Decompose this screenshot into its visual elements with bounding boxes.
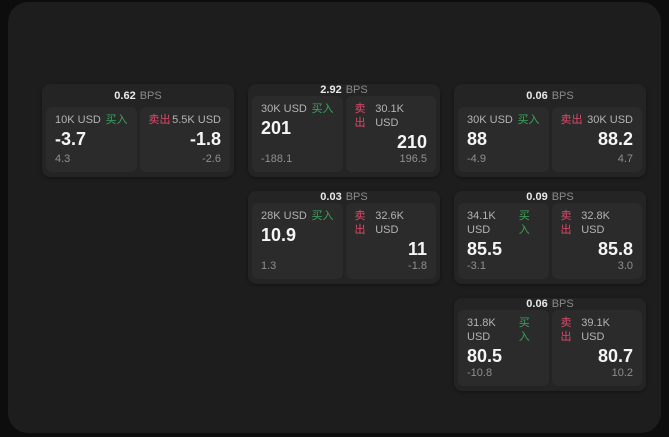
buy-delta: -3.1 — [467, 260, 486, 272]
quote-card: 0.09 BPS 34.1K USD 买入 85.5 -3.1 卖出 32.8K… — [454, 191, 646, 284]
quote-card: 0.06 BPS 30K USD 买入 88 -4.9 卖出 30K USD — [454, 84, 646, 177]
sell-amount: 30.1K USD — [375, 103, 404, 129]
sell-amount: 39.1K USD — [581, 317, 610, 343]
buy-tile[interactable]: 10K USD 买入 -3.7 4.3 — [46, 107, 137, 172]
sell-side-label: 卖出 — [560, 317, 572, 343]
sell-delta: 10.2 — [611, 367, 633, 379]
buy-price: 201 — [261, 118, 292, 138]
sell-tile[interactable]: 卖出 30K USD 88.2 4.7 — [551, 107, 642, 172]
buy-amount: 31.8K USD — [467, 317, 496, 343]
buy-amount: 28K USD — [261, 210, 307, 222]
sell-price: 11 — [407, 239, 427, 259]
sell-tile[interactable]: 卖出 30.1K USD 210 196.5 — [345, 96, 436, 172]
bps-unit-label: BPS — [345, 191, 368, 203]
sell-price: 85.8 — [597, 239, 633, 259]
buy-delta: 4.3 — [55, 153, 71, 165]
bps-value: 0.06 — [526, 298, 548, 310]
bps-header: 0.09 BPS — [458, 191, 642, 203]
buy-amount: 30K USD — [467, 114, 513, 126]
sell-tile[interactable]: 卖出 5.5K USD -1.8 -2.6 — [139, 107, 230, 172]
bps-header: 2.92 BPS — [252, 84, 436, 96]
buy-price: 10.9 — [261, 225, 297, 245]
sell-tile[interactable]: 卖出 32.6K USD 11 -1.8 — [345, 203, 436, 279]
buy-price: 80.5 — [467, 346, 503, 366]
buy-price: 85.5 — [467, 239, 503, 259]
buy-price: -3.7 — [55, 129, 87, 149]
bps-unit-label: BPS — [551, 298, 574, 310]
buy-side-label: 买入 — [518, 210, 530, 236]
buy-side-label: 买入 — [105, 114, 128, 126]
buy-delta: -4.9 — [467, 153, 486, 165]
bps-unit-label: BPS — [139, 89, 162, 102]
bps-unit-label: BPS — [551, 191, 574, 203]
bps-header: 0.62 BPS — [46, 84, 230, 107]
buy-tile[interactable]: 34.1K USD 买入 85.5 -3.1 — [458, 203, 549, 279]
sell-side-label: 卖出 — [560, 114, 583, 126]
quote-card: 2.92 BPS 30K USD 买入 201 -188.1 卖出 30.1K … — [248, 84, 440, 177]
sell-amount: 5.5K USD — [172, 114, 221, 126]
sell-side-label: 卖出 — [354, 103, 366, 129]
sell-price: -1.8 — [189, 129, 221, 149]
bps-unit-label: BPS — [345, 84, 368, 96]
buy-tile[interactable]: 31.8K USD 买入 80.5 -10.8 — [458, 310, 549, 386]
buy-delta: -188.1 — [261, 153, 293, 165]
sell-delta: -2.6 — [202, 153, 221, 165]
buy-side-label: 买入 — [517, 114, 540, 126]
trading-panel: 0.62 BPS 10K USD 买入 -3.7 4.3 卖出 5.5K USD — [8, 2, 661, 433]
sell-price: 210 — [396, 132, 427, 152]
sell-delta: 4.7 — [617, 153, 633, 165]
bps-unit-label: BPS — [551, 89, 574, 102]
buy-side-label: 买入 — [311, 210, 334, 222]
buy-side-label: 买入 — [311, 103, 334, 115]
bps-header: 0.06 BPS — [458, 298, 642, 310]
bps-value: 2.92 — [320, 84, 342, 96]
sell-amount: 32.8K USD — [581, 210, 610, 236]
buy-tile[interactable]: 30K USD 买入 201 -188.1 — [252, 96, 343, 172]
quote-card: 0.62 BPS 10K USD 买入 -3.7 4.3 卖出 5.5K USD — [42, 84, 234, 177]
buy-delta: -10.8 — [467, 367, 493, 379]
bps-value: 0.09 — [526, 191, 548, 203]
buy-tile[interactable]: 28K USD 买入 10.9 1.3 — [252, 203, 343, 279]
buy-price: 88 — [467, 129, 488, 149]
sell-delta: 3.0 — [617, 260, 633, 272]
sell-amount: 32.6K USD — [375, 210, 404, 236]
sell-price: 88.2 — [597, 129, 633, 149]
sell-tile[interactable]: 卖出 39.1K USD 80.7 10.2 — [551, 310, 642, 386]
sell-side-label: 卖出 — [560, 210, 572, 236]
quote-card: 0.06 BPS 31.8K USD 买入 80.5 -10.8 卖出 39.1… — [454, 298, 646, 391]
sell-side-label: 卖出 — [354, 210, 366, 236]
bps-header: 0.06 BPS — [458, 84, 642, 107]
buy-amount: 10K USD — [55, 114, 101, 126]
bps-value: 0.06 — [526, 89, 548, 102]
sell-price: 80.7 — [597, 346, 633, 366]
sell-delta: -1.8 — [408, 260, 427, 272]
buy-amount: 34.1K USD — [467, 210, 496, 236]
buy-delta: 1.3 — [261, 260, 277, 272]
sell-amount: 30K USD — [587, 114, 633, 126]
buy-amount: 30K USD — [261, 103, 307, 115]
sell-side-label: 卖出 — [148, 114, 171, 126]
sell-delta: 196.5 — [399, 153, 427, 165]
buy-side-label: 买入 — [518, 317, 530, 343]
bps-header: 0.03 BPS — [252, 191, 436, 203]
quote-cards-grid: 0.62 BPS 10K USD 买入 -3.7 4.3 卖出 5.5K USD — [42, 84, 646, 391]
quote-card: 0.03 BPS 28K USD 买入 10.9 1.3 卖出 32.6K US… — [248, 191, 440, 284]
sell-tile[interactable]: 卖出 32.8K USD 85.8 3.0 — [551, 203, 642, 279]
bps-value: 0.03 — [320, 191, 342, 203]
buy-tile[interactable]: 30K USD 买入 88 -4.9 — [458, 107, 549, 172]
bps-value: 0.62 — [114, 89, 136, 102]
